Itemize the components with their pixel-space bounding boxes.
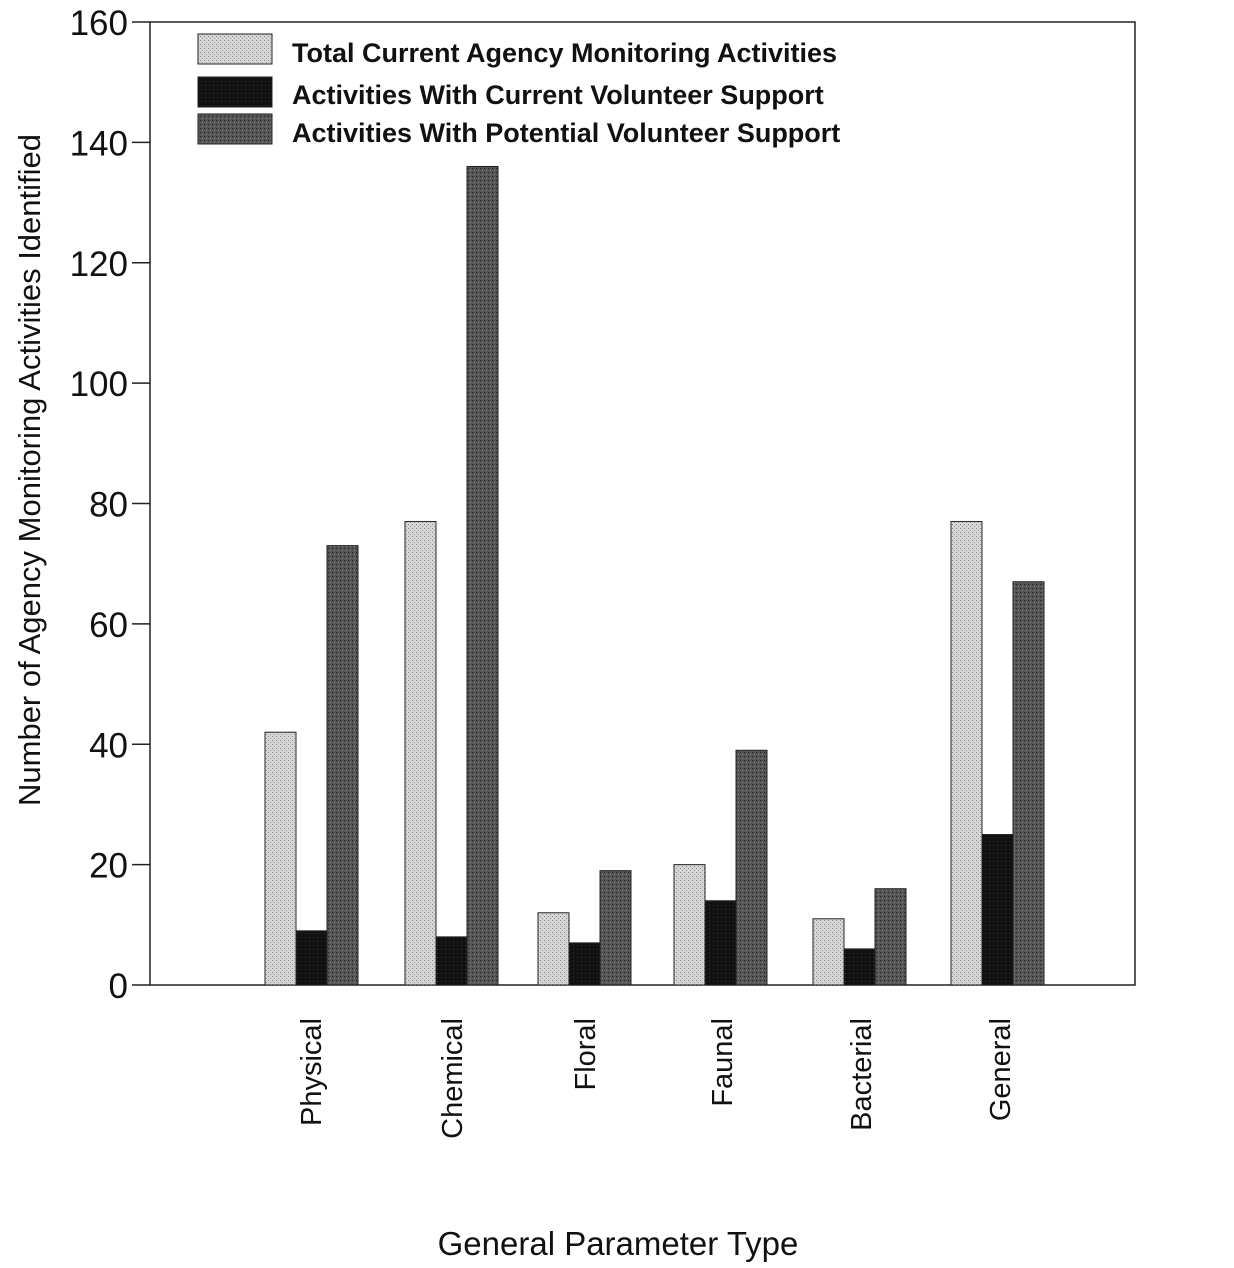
bar-total-faunal [673, 864, 706, 986]
y-tick-label: 0 [109, 967, 128, 1006]
y-axis-title: Number of Agency Monitoring Activities I… [12, 134, 47, 806]
x-axis-title: General Parameter Type [438, 1225, 799, 1262]
bar-total-physical [264, 731, 297, 986]
legend-swatch-potential [197, 113, 273, 145]
bar-potential-physical [326, 545, 359, 986]
x-axis: Physical Chemical Floral Faunal Bacterial Gen… [296, 1018, 1017, 1139]
bar-total-floral [537, 912, 570, 986]
y-tick-label: 120 [70, 245, 128, 284]
y-tick-label: 160 [70, 4, 128, 43]
bar-potential-floral [599, 870, 632, 986]
x-tick-label-bacterial: Bacterial [846, 1018, 878, 1131]
y-tick-label: 20 [89, 847, 128, 886]
x-tick-label-chemical: Chemical [437, 1018, 469, 1139]
y-tick-label: 80 [89, 486, 128, 525]
legend-label-total: Total Current Agency Monitoring Activiti… [292, 38, 837, 68]
x-tick-label-general: General [985, 1018, 1017, 1121]
bar-current-faunal [704, 900, 737, 986]
x-tick-label-physical: Physical [296, 1018, 328, 1126]
bar-total-general [950, 521, 983, 986]
legend-label-potential: Activities With Potential Volunteer Supp… [292, 118, 840, 148]
bar-total-chemical [404, 521, 437, 986]
x-tick-label-faunal: Faunal [707, 1018, 739, 1107]
bar-current-chemical [435, 936, 468, 986]
legend-swatch-total [197, 33, 273, 65]
bars-group [264, 165, 1045, 986]
bar-current-bacterial [843, 948, 876, 986]
y-axis: 0 20 40 60 80 100 120 140 160 [70, 4, 150, 1006]
y-tick-label: 60 [89, 606, 128, 645]
bar-current-physical [295, 930, 328, 986]
bar-potential-faunal [735, 749, 768, 986]
y-tick-label: 40 [89, 726, 128, 765]
bar-potential-general [1012, 581, 1045, 986]
x-tick-label-floral: Floral [570, 1018, 602, 1091]
legend: Total Current Agency Monitoring Activiti… [197, 33, 840, 148]
y-tick-label: 140 [70, 124, 128, 163]
bar-current-general [981, 834, 1014, 986]
legend-label-current: Activities With Current Volunteer Suppor… [292, 80, 824, 110]
y-tick-label: 100 [70, 365, 128, 404]
bar-total-bacterial [812, 918, 845, 986]
bar-current-floral [568, 942, 601, 986]
bar-potential-chemical [466, 165, 499, 986]
bar-potential-bacterial [874, 888, 907, 986]
legend-swatch-current [197, 76, 273, 108]
